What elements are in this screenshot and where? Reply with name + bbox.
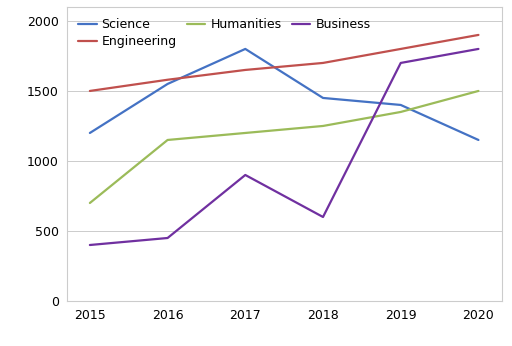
Business — [164, 236, 170, 240]
Science — [475, 138, 481, 142]
Engineering — [320, 61, 326, 65]
Engineering — [242, 68, 248, 72]
Science — [242, 47, 248, 51]
Humanities — [242, 131, 248, 135]
Engineering — [164, 78, 170, 82]
Humanities — [87, 201, 93, 205]
Business — [87, 243, 93, 247]
Science — [87, 131, 93, 135]
Engineering — [398, 47, 404, 51]
Line: Humanities: Humanities — [90, 91, 478, 203]
Business — [320, 215, 326, 219]
Line: Science: Science — [90, 49, 478, 140]
Science — [164, 82, 170, 86]
Line: Engineering: Engineering — [90, 35, 478, 91]
Business — [475, 47, 481, 51]
Science — [320, 96, 326, 100]
Engineering — [475, 33, 481, 37]
Line: Business: Business — [90, 49, 478, 245]
Humanities — [320, 124, 326, 128]
Engineering — [87, 89, 93, 93]
Business — [242, 173, 248, 177]
Business — [398, 61, 404, 65]
Humanities — [398, 110, 404, 114]
Science — [398, 103, 404, 107]
Humanities — [475, 89, 481, 93]
Humanities — [164, 138, 170, 142]
Legend: Science, Engineering, Humanities, Business: Science, Engineering, Humanities, Busine… — [73, 13, 375, 53]
